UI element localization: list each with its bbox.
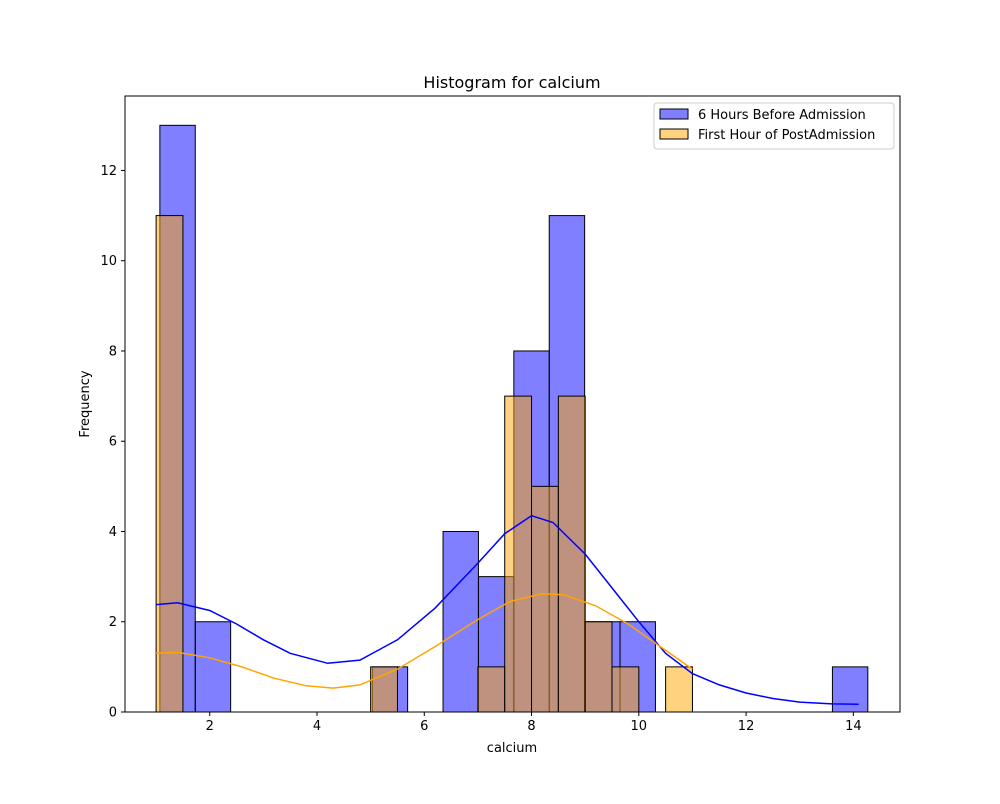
legend-label: 6 Hours Before Admission [698, 108, 866, 123]
histogram-bar-series-0 [194, 621, 232, 713]
histogram-bar-series-1 [477, 666, 506, 713]
chart-title: Histogram for calcium [423, 73, 600, 92]
legend-swatch [659, 128, 689, 140]
histogram-bar-series-1 [155, 215, 184, 713]
histogram-bar-series-1 [665, 666, 693, 713]
y-tick-label: 8 [109, 344, 117, 359]
histogram-bar-series-1 [557, 395, 586, 713]
y-tick-label: 12 [100, 164, 117, 179]
legend-frame [653, 102, 895, 150]
kde-layer [156, 514, 859, 706]
x-tick-label: 14 [845, 719, 862, 734]
histogram-bar-series-1 [504, 395, 533, 713]
x-tick-label: 2 [206, 719, 214, 734]
x-tick-label: 6 [420, 719, 428, 734]
kde-line-series-0 [156, 514, 859, 706]
y-tick-label: 2 [109, 615, 117, 630]
x-tick-label: 12 [738, 719, 755, 734]
histogram-bar-series-0 [831, 666, 869, 713]
x-axis-label: calcium [487, 741, 537, 756]
bars-layer [155, 124, 869, 713]
histogram-bar-series-1 [611, 666, 640, 713]
legend: 6 Hours Before Admission First Hour of P… [653, 102, 895, 150]
histogram-bar-series-1 [370, 666, 398, 713]
y-tick-label: 6 [109, 435, 117, 450]
x-tick-label: 4 [313, 719, 321, 734]
y-tick-label: 0 [109, 706, 117, 721]
legend-swatch [659, 108, 689, 120]
histogram-bar-series-0 [442, 530, 479, 713]
y-axis-label: Frequency [78, 370, 93, 437]
y-tick-label: 4 [109, 525, 117, 540]
kde-line-series-1 [156, 593, 693, 689]
y-tick-label: 10 [100, 254, 117, 269]
plot-frame [124, 95, 901, 713]
y-axis: 0 2 4 6 8 10 12 [100, 164, 125, 721]
x-axis: 2 4 6 8 10 12 14 [206, 712, 862, 734]
legend-label: First Hour of PostAdmission [698, 128, 875, 143]
histogram-bar-series-1 [584, 621, 613, 713]
x-tick-label: 8 [527, 719, 535, 734]
x-tick-label: 10 [631, 719, 648, 734]
